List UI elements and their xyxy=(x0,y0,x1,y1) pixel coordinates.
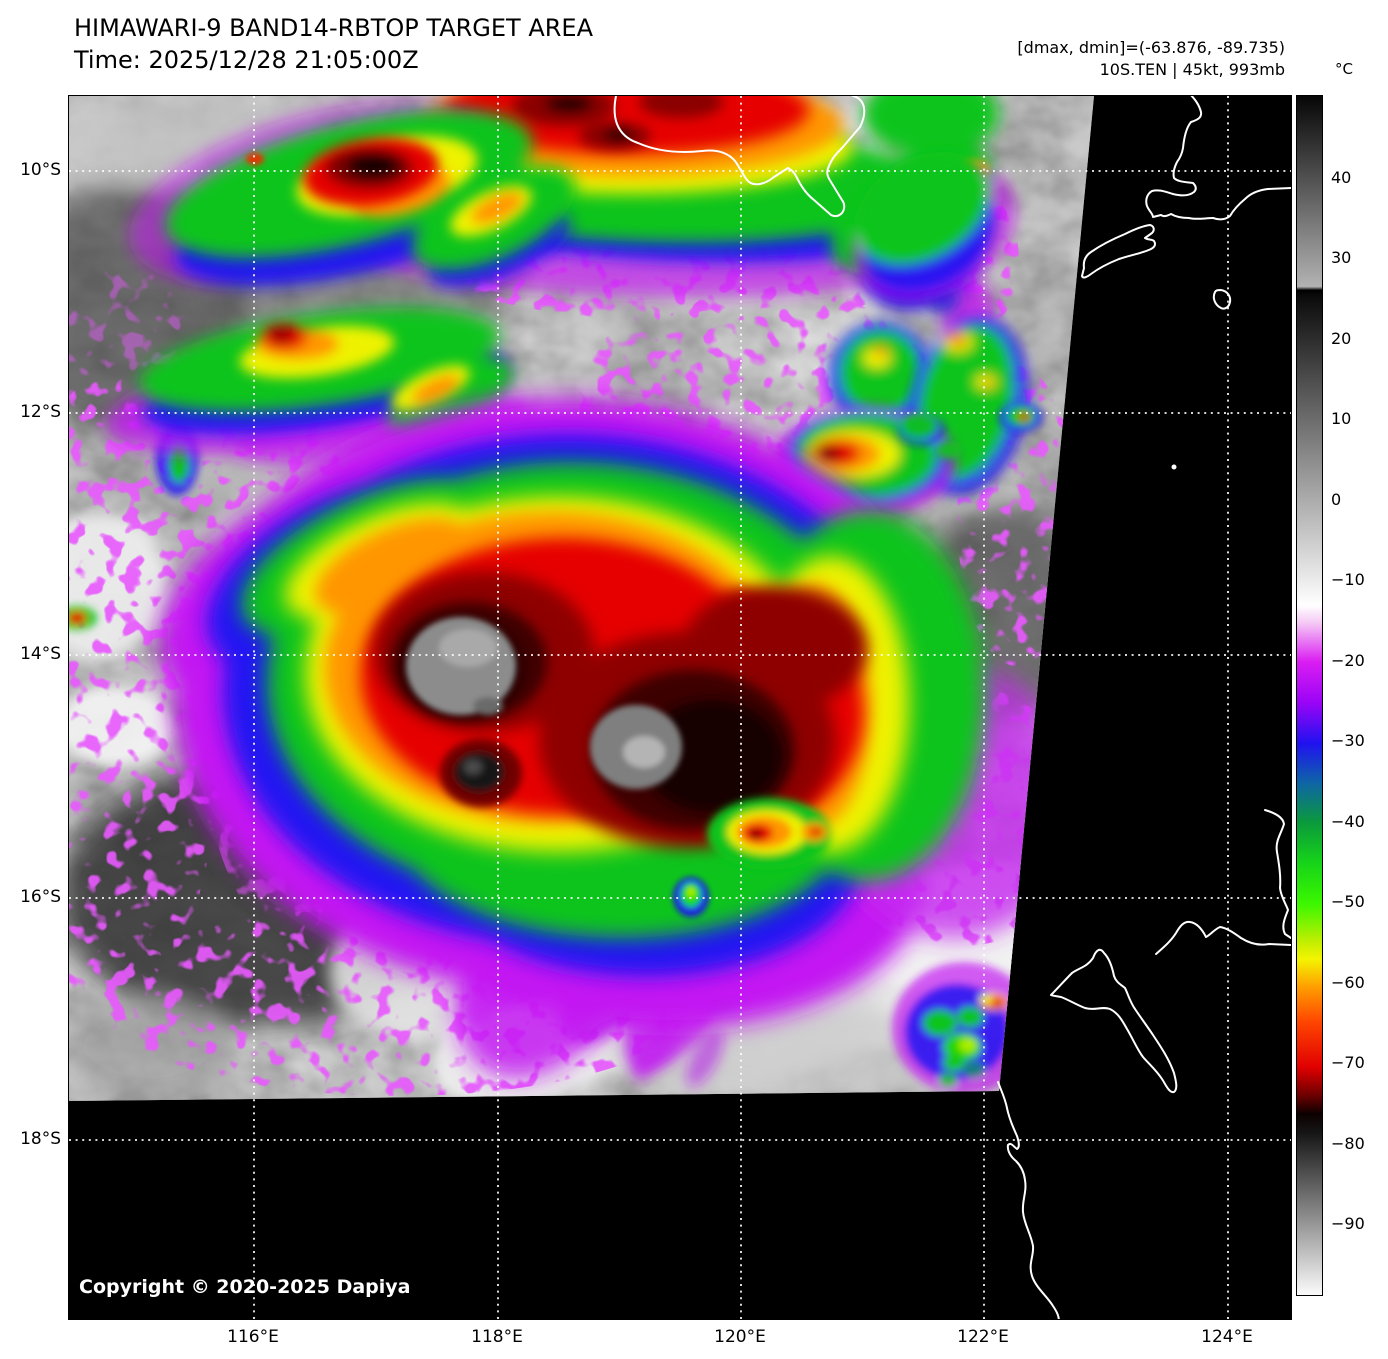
copyright-watermark: Copyright © 2020-2025 Dapiya xyxy=(79,1276,411,1298)
cbar-tick-m30: −30 xyxy=(1331,731,1365,750)
cbar-tick-m50: −50 xyxy=(1331,892,1365,911)
cbar-tick-m40: −40 xyxy=(1331,812,1365,831)
bottom-right-cells xyxy=(892,962,1036,1094)
cbar-tick-m90: −90 xyxy=(1331,1214,1365,1233)
lat-tick-16s: 16°S xyxy=(20,887,61,907)
lat-tick-14s: 14°S xyxy=(20,644,61,664)
timestamp: Time: 2025/12/28 21:05:00Z xyxy=(74,46,419,74)
lon-tick-124e: 124°E xyxy=(1201,1327,1253,1347)
cbar-tick-40: 40 xyxy=(1331,168,1352,187)
north-kimberley-coastline xyxy=(1155,920,1291,955)
colorbar-unit-label: °C xyxy=(1335,60,1353,78)
cbar-tick-10: 10 xyxy=(1331,409,1352,428)
small-island-coastline xyxy=(1212,289,1232,310)
satellite-map-panel: Copyright © 2020-2025 Dapiya xyxy=(68,95,1292,1320)
lat-tick-12s: 12°S xyxy=(20,402,61,422)
cbar-tick-m60: −60 xyxy=(1331,973,1365,992)
cbar-tick-0: 0 xyxy=(1331,490,1342,509)
satellite-image xyxy=(69,96,1291,1319)
timor-coastline xyxy=(613,96,866,218)
cbar-tick-m80: −80 xyxy=(1331,1134,1365,1153)
rote-island-coastline xyxy=(1081,224,1156,279)
lon-tick-122e: 122°E xyxy=(957,1327,1009,1347)
right-edge-coastline xyxy=(1264,809,1291,939)
satellite-data-area xyxy=(69,96,1094,1101)
cbar-tick-30: 30 xyxy=(1331,248,1352,267)
cbar-tick-m70: −70 xyxy=(1331,1053,1365,1072)
warm-eye-features xyxy=(406,617,831,917)
lat-tick-18s: 18°S xyxy=(20,1129,61,1149)
convective-cell-topleft xyxy=(129,101,576,287)
small-island-dot xyxy=(1171,464,1177,470)
page-title: HIMAWARI-9 BAND14-RBTOP TARGET AREA xyxy=(74,14,594,42)
cbar-tick-m20: −20 xyxy=(1331,651,1365,670)
lon-tick-118e: 118°E xyxy=(471,1327,523,1347)
storm-id-annotation: 10S.TEN | 45kt, 993mb xyxy=(1099,60,1285,79)
kimberley-coastline xyxy=(1050,948,1178,1094)
lat-tick-10s: 10°S xyxy=(20,160,61,180)
australia-west-coastline xyxy=(997,1081,1060,1319)
lon-tick-116e: 116°E xyxy=(227,1327,279,1347)
mid-right-cells xyxy=(772,151,1043,518)
dmax-dmin-annotation: [dmax, dmin]=(-63.876, -89.735) xyxy=(1017,38,1285,57)
gridlines-layer xyxy=(69,96,1291,1319)
cbar-tick-m10: −10 xyxy=(1331,570,1365,589)
lon-tick-120e: 120°E xyxy=(714,1327,766,1347)
topright-landmass-coastline xyxy=(1145,96,1291,221)
temperature-colorbar xyxy=(1296,95,1323,1296)
cbar-tick-20: 20 xyxy=(1331,329,1352,348)
coastlines-layer xyxy=(613,96,1291,1319)
